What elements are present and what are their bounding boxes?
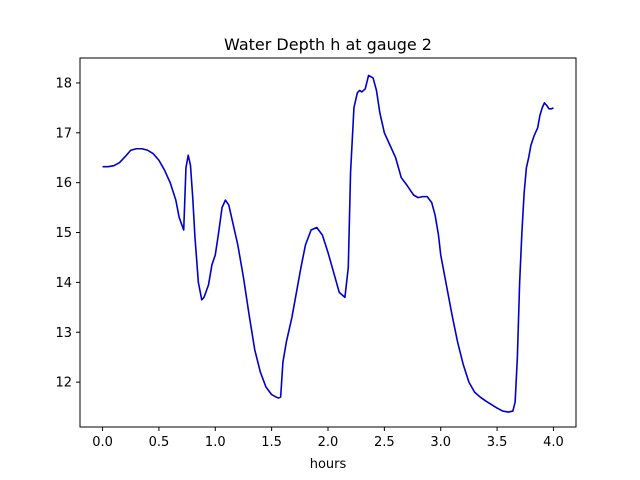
x-tick-label: 2.0 [318, 435, 339, 450]
x-axis-label: hours [310, 457, 347, 472]
x-tick-label: 4.0 [543, 435, 564, 450]
y-tick-label: 13 [55, 326, 72, 341]
x-tick-label: 1.0 [205, 435, 226, 450]
chart-title: Water Depth h at gauge 2 [224, 35, 432, 54]
x-tick-label: 2.5 [374, 435, 395, 450]
y-tick-label: 14 [55, 276, 72, 291]
y-tick-label: 12 [55, 376, 72, 391]
y-axis: 12 13 14 15 16 17 18 [55, 76, 80, 391]
x-tick-label: 3.0 [430, 435, 451, 450]
y-tick-label: 16 [55, 176, 72, 191]
x-tick-label: 3.5 [487, 435, 508, 450]
x-tick-label: 1.5 [261, 435, 282, 450]
y-tick-label: 17 [55, 126, 72, 141]
x-tick-label: 0.0 [92, 435, 113, 450]
x-tick-label: 0.5 [149, 435, 170, 450]
series-line-0 [102, 74, 554, 413]
x-axis: 0.0 0.5 1.0 1.5 2.0 2.5 3.0 3.5 4.0 [92, 427, 564, 450]
plot-area [102, 74, 554, 413]
plot-frame [79, 57, 577, 428]
y-tick-label: 15 [55, 226, 72, 241]
y-tick-label: 18 [55, 76, 72, 91]
